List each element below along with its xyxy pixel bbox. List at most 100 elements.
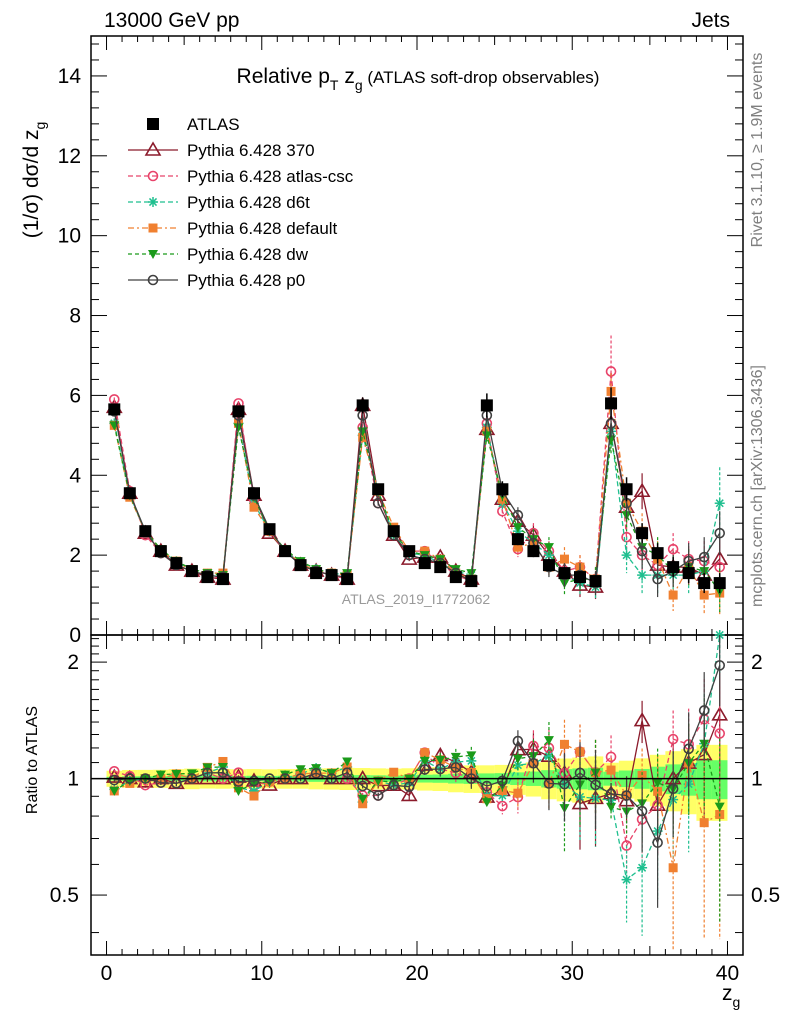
xlabel: zg bbox=[722, 982, 740, 1010]
point-p0 bbox=[372, 497, 384, 509]
ratio-point-dw bbox=[652, 778, 663, 788]
atlas-point bbox=[387, 525, 400, 538]
atlas-point bbox=[542, 559, 555, 572]
ratio-point-default bbox=[249, 791, 259, 801]
point-dw bbox=[419, 551, 430, 561]
point-dw bbox=[543, 543, 554, 553]
ratio-series-p0 bbox=[108, 635, 726, 908]
ratio-point-dw bbox=[109, 786, 120, 796]
legend-label: Pythia 6.428 d6t bbox=[187, 193, 310, 212]
ratio-y-tick-label-right: 1 bbox=[751, 768, 763, 791]
ratio-point-p0 bbox=[233, 776, 244, 787]
legend-marker bbox=[147, 170, 159, 182]
ratio-point-default bbox=[606, 765, 616, 775]
atlas-point bbox=[294, 559, 307, 572]
ratio-point-p0 bbox=[714, 660, 726, 671]
legend-label: Pythia 6.428 dw bbox=[187, 245, 309, 264]
atlas-point bbox=[418, 557, 431, 570]
ratio-point-p0 bbox=[636, 805, 648, 817]
ratio-point-default bbox=[637, 770, 647, 780]
point-default bbox=[358, 432, 368, 442]
legend-label: ATLAS bbox=[187, 115, 240, 134]
atlas-point bbox=[185, 565, 198, 578]
ratio-point-p0 bbox=[621, 790, 632, 801]
legend-label: Pythia 6.428 atlas-csc bbox=[187, 167, 354, 186]
atlas-point bbox=[123, 487, 136, 500]
ratio-point-default bbox=[699, 818, 709, 828]
ratio-point-dw bbox=[606, 802, 617, 812]
x-tick-label: 20 bbox=[405, 962, 428, 985]
atlas-point bbox=[310, 567, 323, 580]
series-dw bbox=[109, 421, 725, 614]
legend-item-dw: Pythia 6.428 dw bbox=[128, 245, 309, 264]
atlas-point bbox=[434, 561, 447, 574]
ratio-point-dw bbox=[419, 756, 430, 766]
legend-item-d6t: Pythia 6.428 d6t bbox=[128, 193, 310, 212]
series-line-d6t bbox=[113, 423, 721, 588]
series-atlas bbox=[108, 387, 726, 594]
star-stroke bbox=[638, 571, 647, 580]
star-stroke bbox=[467, 756, 476, 765]
ratio-point-default bbox=[358, 799, 368, 809]
atlas-point bbox=[216, 573, 229, 586]
ratio-point-dw bbox=[714, 802, 725, 812]
ratio-point-default bbox=[513, 788, 523, 798]
ratio-line-d6t bbox=[113, 634, 721, 881]
ratio-point-dw bbox=[233, 787, 244, 797]
ratio-point-dw bbox=[466, 751, 477, 761]
ratio-y-tick-label: 2 bbox=[67, 651, 79, 674]
ratio-point-p0 bbox=[434, 763, 446, 775]
legend-label: Pythia 6.428 370 bbox=[187, 141, 315, 160]
legend-marker bbox=[147, 274, 159, 286]
x-tick-label: 10 bbox=[250, 962, 273, 985]
point-p0 bbox=[652, 573, 663, 585]
ratio-point-p0 bbox=[202, 767, 213, 779]
ratio-point-p0 bbox=[419, 764, 431, 775]
ratio-series-dw bbox=[109, 697, 725, 924]
ratio-point-dw bbox=[481, 798, 492, 808]
legend-marker bbox=[148, 197, 158, 207]
atlas-point bbox=[372, 483, 385, 496]
star-stroke bbox=[622, 551, 631, 560]
header-right: Jets bbox=[691, 9, 730, 32]
ratio-point-p0 bbox=[372, 790, 384, 801]
atlas-point bbox=[325, 569, 338, 582]
point-atlas-csc bbox=[621, 531, 632, 543]
ratio-point-default bbox=[218, 756, 228, 766]
y-tick-label: 10 bbox=[58, 225, 81, 248]
atlas-point bbox=[496, 483, 509, 496]
series-370 bbox=[105, 396, 729, 600]
ratio-y-tick-label: 0.5 bbox=[50, 884, 79, 907]
ratio-point-p0 bbox=[403, 781, 415, 793]
legend-marker bbox=[144, 141, 162, 156]
chart-title: Relative pT zg (ATLAS soft-drop observab… bbox=[237, 65, 600, 93]
atlas-point bbox=[341, 573, 354, 586]
legend-marker bbox=[147, 118, 159, 130]
y-tick-label: 6 bbox=[69, 384, 81, 407]
main-data bbox=[105, 335, 729, 616]
y-tick-label: 12 bbox=[58, 145, 81, 168]
ratio-y-tick-label-right: 2 bbox=[751, 651, 763, 674]
atlas-point bbox=[667, 561, 680, 574]
star-stroke bbox=[715, 499, 724, 508]
ratio-point-dw bbox=[543, 736, 554, 746]
ratio-point-p0 bbox=[698, 705, 710, 716]
atlas-point bbox=[480, 399, 493, 412]
point-p0 bbox=[698, 551, 710, 563]
ratio-point-p0 bbox=[528, 757, 539, 769]
ratio-point-p0 bbox=[512, 735, 524, 747]
ratio-point-atlas-csc bbox=[497, 800, 508, 812]
ratio-point-atlas-csc bbox=[714, 728, 726, 739]
ratio-point-370 bbox=[199, 769, 216, 785]
star-stroke bbox=[622, 875, 631, 884]
ratio-series-370 bbox=[105, 672, 729, 856]
legend-label: Pythia 6.428 default bbox=[187, 219, 338, 238]
atlas-point bbox=[527, 545, 540, 558]
point-p0 bbox=[714, 527, 726, 539]
ratio-point-p0 bbox=[667, 783, 679, 795]
ratio-point-dw bbox=[171, 769, 182, 779]
ratio-point-p0 bbox=[357, 780, 368, 792]
ratio-point-dw bbox=[280, 770, 291, 780]
ratio-point-default bbox=[559, 739, 569, 749]
